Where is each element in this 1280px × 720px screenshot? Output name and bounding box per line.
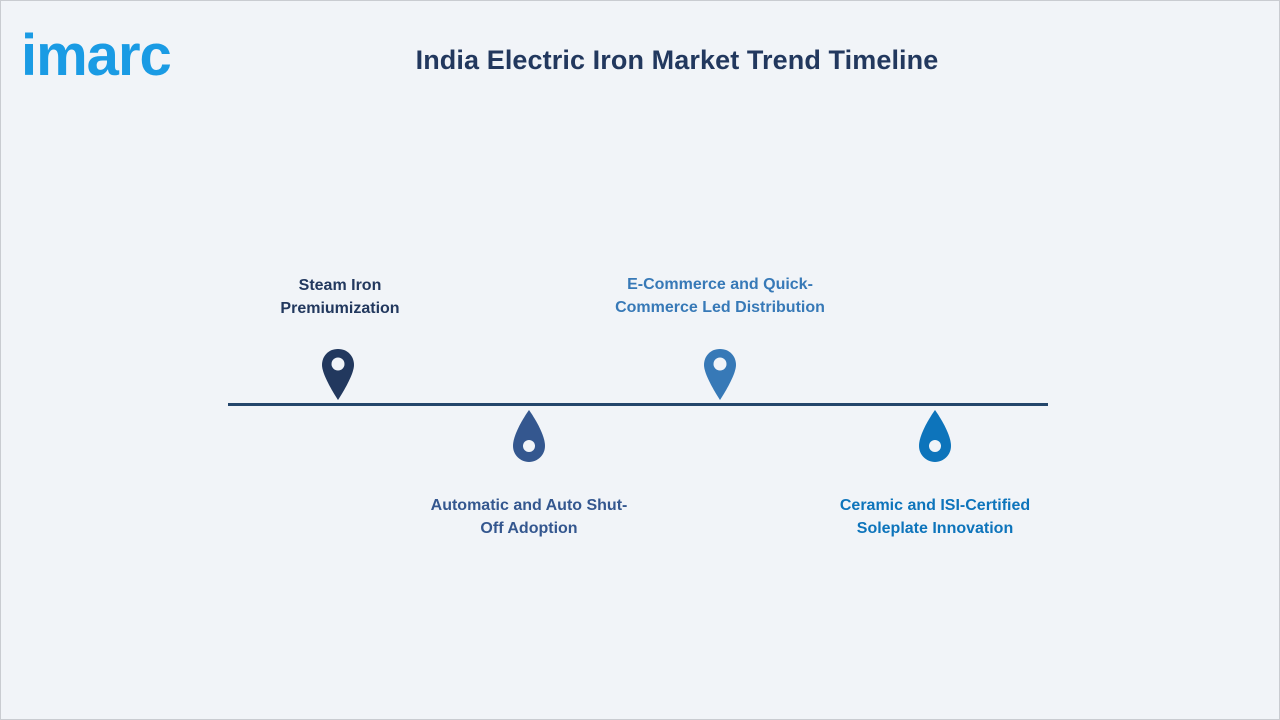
imarc-logo: imarc [21,15,205,81]
timeline-marker-3 [702,347,738,407]
page-title: India Electric Iron Market Trend Timelin… [415,45,939,75]
map-pin-icon [704,349,736,400]
timeline-marker-2 [511,408,547,469]
timeline-line [228,403,1048,406]
drop-pin-icon [919,410,951,462]
timeline-label-4: Ceramic and ISI-Certified Soleplate Inno… [839,497,1031,537]
timeline-label-2: Automatic and Auto Shut- Off Adoption [430,497,628,537]
timeline-marker-4 [917,408,953,469]
timeline-marker-1 [320,347,356,407]
timeline-label-1: Steam Iron Premiumization [280,277,400,317]
svg-text:imarc: imarc [21,23,171,81]
map-pin-icon [322,349,354,400]
drop-pin-icon [513,410,545,462]
timeline-label-3: E-Commerce and Quick- Commerce Led Distr… [615,276,825,316]
